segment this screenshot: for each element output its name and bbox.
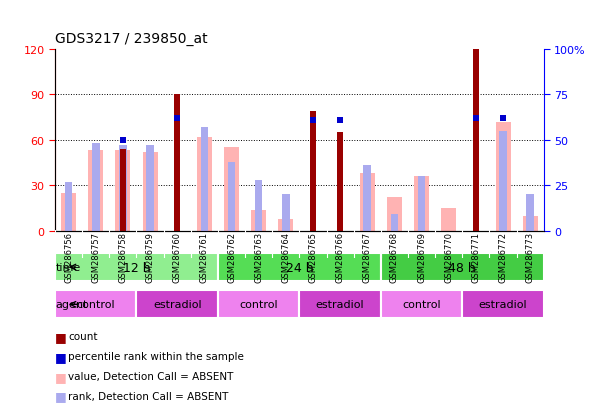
Bar [115,151,130,231]
Bar [142,152,158,231]
Text: GSM286771: GSM286771 [472,231,480,282]
Text: GSM286758: GSM286758 [119,231,127,282]
Bar [527,195,534,231]
Bar [55,254,218,281]
Bar [310,117,316,123]
Text: estradiol: estradiol [479,299,527,310]
Bar [120,138,126,143]
Text: GSM286761: GSM286761 [200,231,209,282]
Bar [218,254,381,281]
Text: rank, Detection Call = ABSENT: rank, Detection Call = ABSENT [68,391,229,401]
Bar [496,122,511,231]
Bar [120,150,126,231]
Text: GSM286764: GSM286764 [281,231,290,282]
Text: ■: ■ [55,370,67,383]
Bar [119,146,126,231]
Bar [299,291,381,318]
Bar [136,291,218,318]
Text: agent: agent [56,299,88,310]
Text: ■: ■ [55,389,67,403]
Bar [337,133,343,231]
Bar [381,291,463,318]
Text: time: time [56,262,81,273]
Text: 24 h: 24 h [285,261,313,274]
Bar [381,254,544,281]
Bar [197,138,212,231]
Text: ■: ■ [55,350,67,363]
Text: GSM286766: GSM286766 [335,231,345,282]
Text: GSM286762: GSM286762 [227,231,236,282]
Bar [414,177,429,231]
Text: GSM286757: GSM286757 [91,231,100,282]
Text: GSM286756: GSM286756 [64,231,73,282]
Text: control: control [402,299,441,310]
Bar [473,116,479,122]
Bar [337,117,343,123]
Text: estradiol: estradiol [153,299,202,310]
Text: GDS3217 / 239850_at: GDS3217 / 239850_at [55,32,208,46]
Text: GSM286769: GSM286769 [417,231,426,282]
Bar [146,146,154,231]
Bar [473,50,479,231]
Text: control: control [76,299,115,310]
Bar [88,151,103,231]
Bar [387,198,402,231]
Text: 48 h: 48 h [448,261,476,274]
Bar [174,116,180,122]
Bar [61,193,76,231]
Bar [364,166,371,231]
Text: GSM286759: GSM286759 [145,231,155,282]
Text: GSM286772: GSM286772 [499,231,508,282]
Bar [500,116,506,122]
Bar [228,162,235,231]
Text: GSM286770: GSM286770 [444,231,453,282]
Text: control: control [240,299,278,310]
Text: GSM286768: GSM286768 [390,231,399,282]
Bar [174,95,180,231]
Text: estradiol: estradiol [316,299,364,310]
Text: GSM286765: GSM286765 [309,231,318,282]
Bar [279,219,293,231]
Text: value, Detection Call = ABSENT: value, Detection Call = ABSENT [68,371,234,381]
Text: count: count [68,332,98,342]
Bar [200,128,208,231]
Bar [463,291,544,318]
Bar [390,215,398,231]
Bar [282,195,290,231]
Text: 12 h: 12 h [123,261,150,274]
Bar [251,210,266,231]
Bar [224,148,239,231]
Bar [92,144,100,231]
Text: GSM286767: GSM286767 [363,231,371,282]
Bar [418,177,425,231]
Text: GSM286773: GSM286773 [525,231,535,282]
Bar [523,216,538,231]
Text: percentile rank within the sample: percentile rank within the sample [68,351,244,361]
Bar [441,209,456,231]
Bar [218,291,299,318]
Bar [360,174,375,231]
Text: GSM286763: GSM286763 [254,231,263,282]
Bar [55,291,136,318]
Bar [65,182,72,231]
Text: ■: ■ [55,330,67,343]
Bar [499,131,507,231]
Bar [255,180,263,231]
Text: GSM286760: GSM286760 [173,231,181,282]
Bar [310,112,316,231]
